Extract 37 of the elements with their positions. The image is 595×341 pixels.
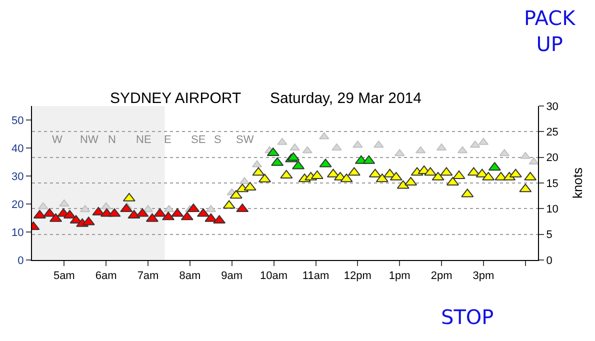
x-tick-label: 5am	[53, 270, 75, 282]
y-tick-label: 50	[12, 114, 24, 127]
y-tick-label: 30	[12, 170, 24, 183]
y2-tick-label: 5	[546, 229, 552, 242]
x-tick-label: 11am	[302, 270, 330, 282]
x-tick-label: 3pm	[472, 270, 494, 282]
y2-tick-label: 20	[546, 152, 558, 164]
annotation: S	[214, 134, 222, 146]
text: STOP	[441, 305, 494, 329]
y2-tick-label: 25	[546, 126, 558, 139]
chart-subtitle: Saturday, 29 Mar 2014	[270, 90, 422, 107]
y2-axis-title: knots	[570, 166, 586, 199]
x-tick-label: 12pm	[344, 270, 372, 282]
y-tick-label: 40	[12, 142, 24, 155]
x-tick-label: 1pm	[388, 270, 410, 282]
y-tick-label: 0	[18, 254, 24, 267]
y2-tick-label: 30	[546, 100, 558, 113]
y2-tick-label: 10	[546, 204, 558, 216]
annotation: SE	[191, 134, 206, 146]
x-tick-label: 6am	[95, 270, 117, 282]
annotation: W	[52, 134, 63, 146]
x-tick-label: 10am	[260, 270, 288, 282]
y2-tick-label: 0	[546, 254, 552, 267]
x-tick-label: 9am	[221, 270, 243, 282]
annotation: NW	[80, 134, 99, 146]
annotation: E	[164, 134, 172, 146]
annotation: NE	[136, 134, 152, 146]
y-tick-label: 20	[12, 198, 24, 211]
annotation: N	[108, 134, 116, 146]
annotation: SW	[236, 134, 254, 146]
x-tick-label: 2pm	[430, 270, 452, 282]
y2-tick-label: 15	[546, 178, 558, 190]
x-tick-label: 7am	[137, 270, 159, 282]
x-tick-label: 8am	[179, 270, 201, 282]
y-tick-label: 10	[12, 226, 24, 239]
text: PACK UP	[524, 6, 576, 56]
chart-title: SYDNEY AIRPORT	[110, 90, 242, 107]
